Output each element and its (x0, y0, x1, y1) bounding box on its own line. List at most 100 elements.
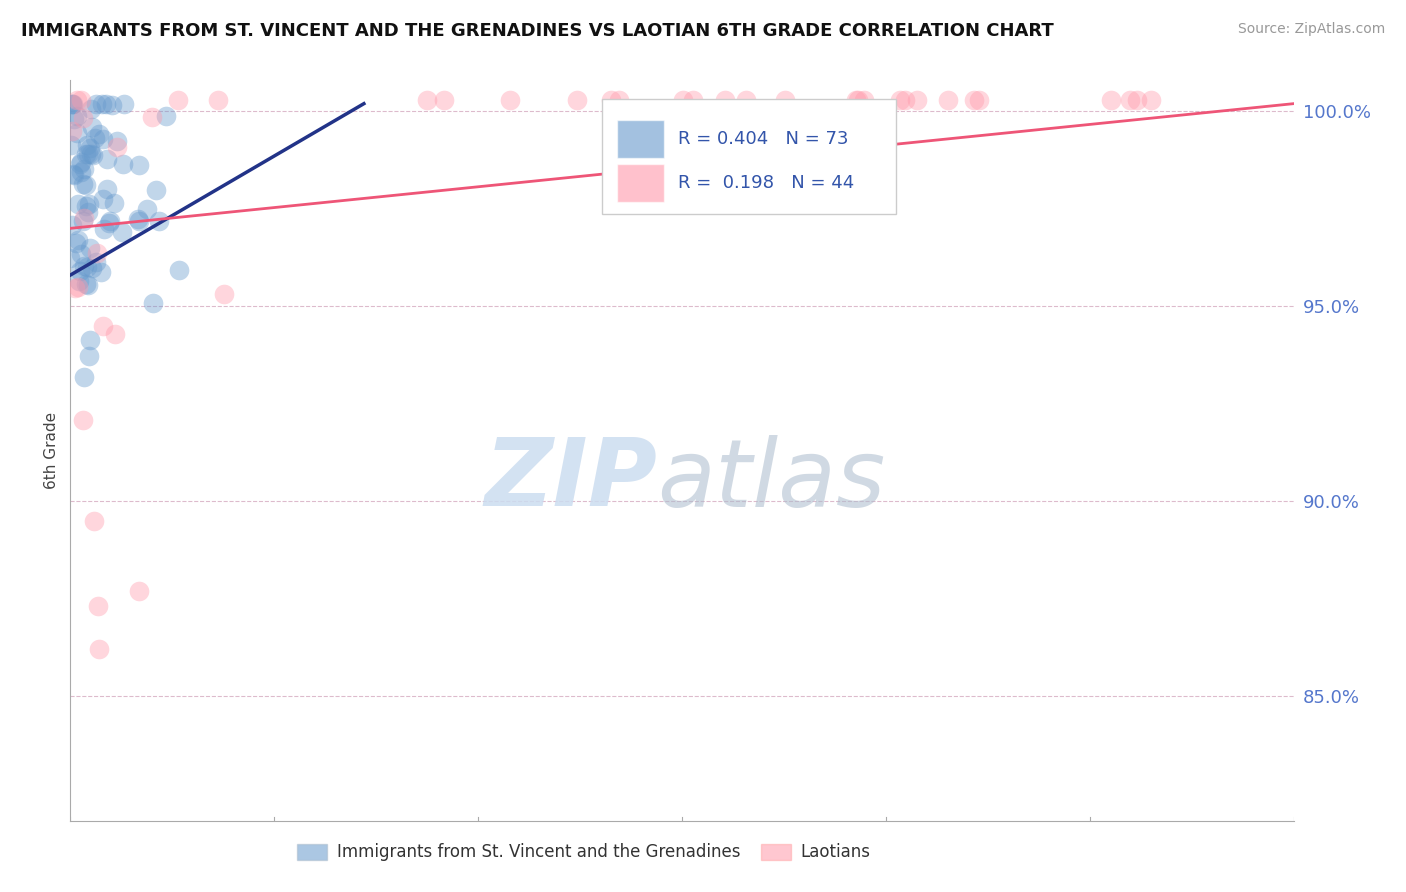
Point (98, 214, 121, 228)
Text: R = 0.404   N = 73: R = 0.404 N = 73 (678, 129, 849, 148)
Point (67, 280, 90, 294)
Point (80, 120, 103, 134)
Point (128, 158, 150, 172)
Point (93, 318, 115, 333)
Point (905, 93, 928, 107)
Point (66, 126, 89, 140)
Point (75, 277, 97, 291)
Point (59, 251, 82, 265)
Point (207, 93, 229, 107)
Point (97, 216, 120, 230)
Point (499, 93, 522, 107)
Point (76, 147, 98, 161)
Point (416, 93, 439, 107)
Point (75, 178, 97, 193)
Point (79, 141, 101, 155)
Point (682, 93, 704, 107)
Point (70, 154, 93, 169)
Point (1125, 93, 1147, 107)
Point (72, 214, 94, 228)
Text: ZIP: ZIP (485, 434, 658, 526)
Point (63, 112, 86, 127)
Point (135, 202, 157, 216)
Point (91, 192, 114, 206)
Point (212, 287, 235, 301)
Point (83, 131, 105, 145)
Point (69, 164, 91, 178)
Point (86, 599, 108, 614)
Point (82, 148, 104, 162)
Point (87, 127, 110, 141)
Point (894, 93, 917, 107)
Point (167, 263, 190, 277)
Point (853, 93, 876, 107)
Point (105, 134, 128, 148)
Point (75, 199, 97, 213)
Point (86, 96, 108, 111)
Point (69, 247, 91, 261)
Legend: Immigrants from St. Vincent and the Grenadines, Laotians: Immigrants from St. Vincent and the Gren… (291, 837, 877, 868)
Point (96, 153, 118, 167)
Point (66, 196, 89, 211)
Point (845, 93, 868, 107)
Point (607, 93, 630, 107)
Point (889, 93, 911, 107)
Point (962, 93, 984, 107)
Point (433, 93, 456, 107)
Point (76, 260, 98, 274)
Point (73, 211, 96, 226)
Point (79, 241, 101, 255)
Point (62, 167, 84, 181)
Point (167, 93, 190, 107)
Point (145, 183, 167, 197)
Point (77, 197, 100, 211)
Point (128, 583, 150, 598)
Point (83, 514, 105, 528)
Point (65, 236, 87, 251)
FancyBboxPatch shape (617, 164, 664, 202)
Point (936, 93, 959, 107)
Text: IMMIGRANTS FROM ST. VINCENT AND THE GRENADINES VS LAOTIAN 6TH GRADE CORRELATION : IMMIGRANTS FROM ST. VINCENT AND THE GREN… (21, 22, 1054, 40)
Point (70, 93, 93, 107)
Point (84, 254, 107, 268)
Point (72, 259, 94, 273)
Point (60, 124, 83, 138)
Text: R =  0.198   N = 44: R = 0.198 N = 44 (678, 174, 855, 192)
Point (127, 212, 149, 227)
Point (714, 93, 737, 107)
Point (73, 370, 96, 384)
Point (77, 278, 100, 293)
FancyBboxPatch shape (602, 99, 896, 213)
Point (846, 93, 869, 107)
Point (66, 93, 89, 107)
Point (90, 96, 112, 111)
Point (101, 97, 124, 112)
Point (148, 214, 170, 228)
Point (104, 326, 127, 341)
Point (69, 157, 91, 171)
Point (63, 168, 86, 182)
Point (141, 110, 163, 124)
Point (62, 218, 84, 232)
Text: atlas: atlas (658, 434, 886, 525)
Point (60, 96, 83, 111)
Point (1099, 93, 1122, 107)
Point (63, 281, 86, 295)
Point (112, 96, 135, 111)
Point (142, 296, 165, 310)
Point (77, 349, 100, 363)
Point (111, 156, 134, 170)
Point (86, 245, 108, 260)
Text: Source: ZipAtlas.com: Source: ZipAtlas.com (1237, 22, 1385, 37)
Point (66, 109, 89, 123)
Point (62, 96, 84, 111)
Point (60, 96, 83, 111)
Point (103, 196, 125, 211)
Point (72, 413, 94, 427)
Point (79, 333, 101, 347)
Point (75, 146, 97, 161)
Point (66, 234, 89, 248)
Y-axis label: 6th Grade: 6th Grade (44, 412, 59, 489)
Point (90, 265, 112, 279)
Point (565, 93, 588, 107)
